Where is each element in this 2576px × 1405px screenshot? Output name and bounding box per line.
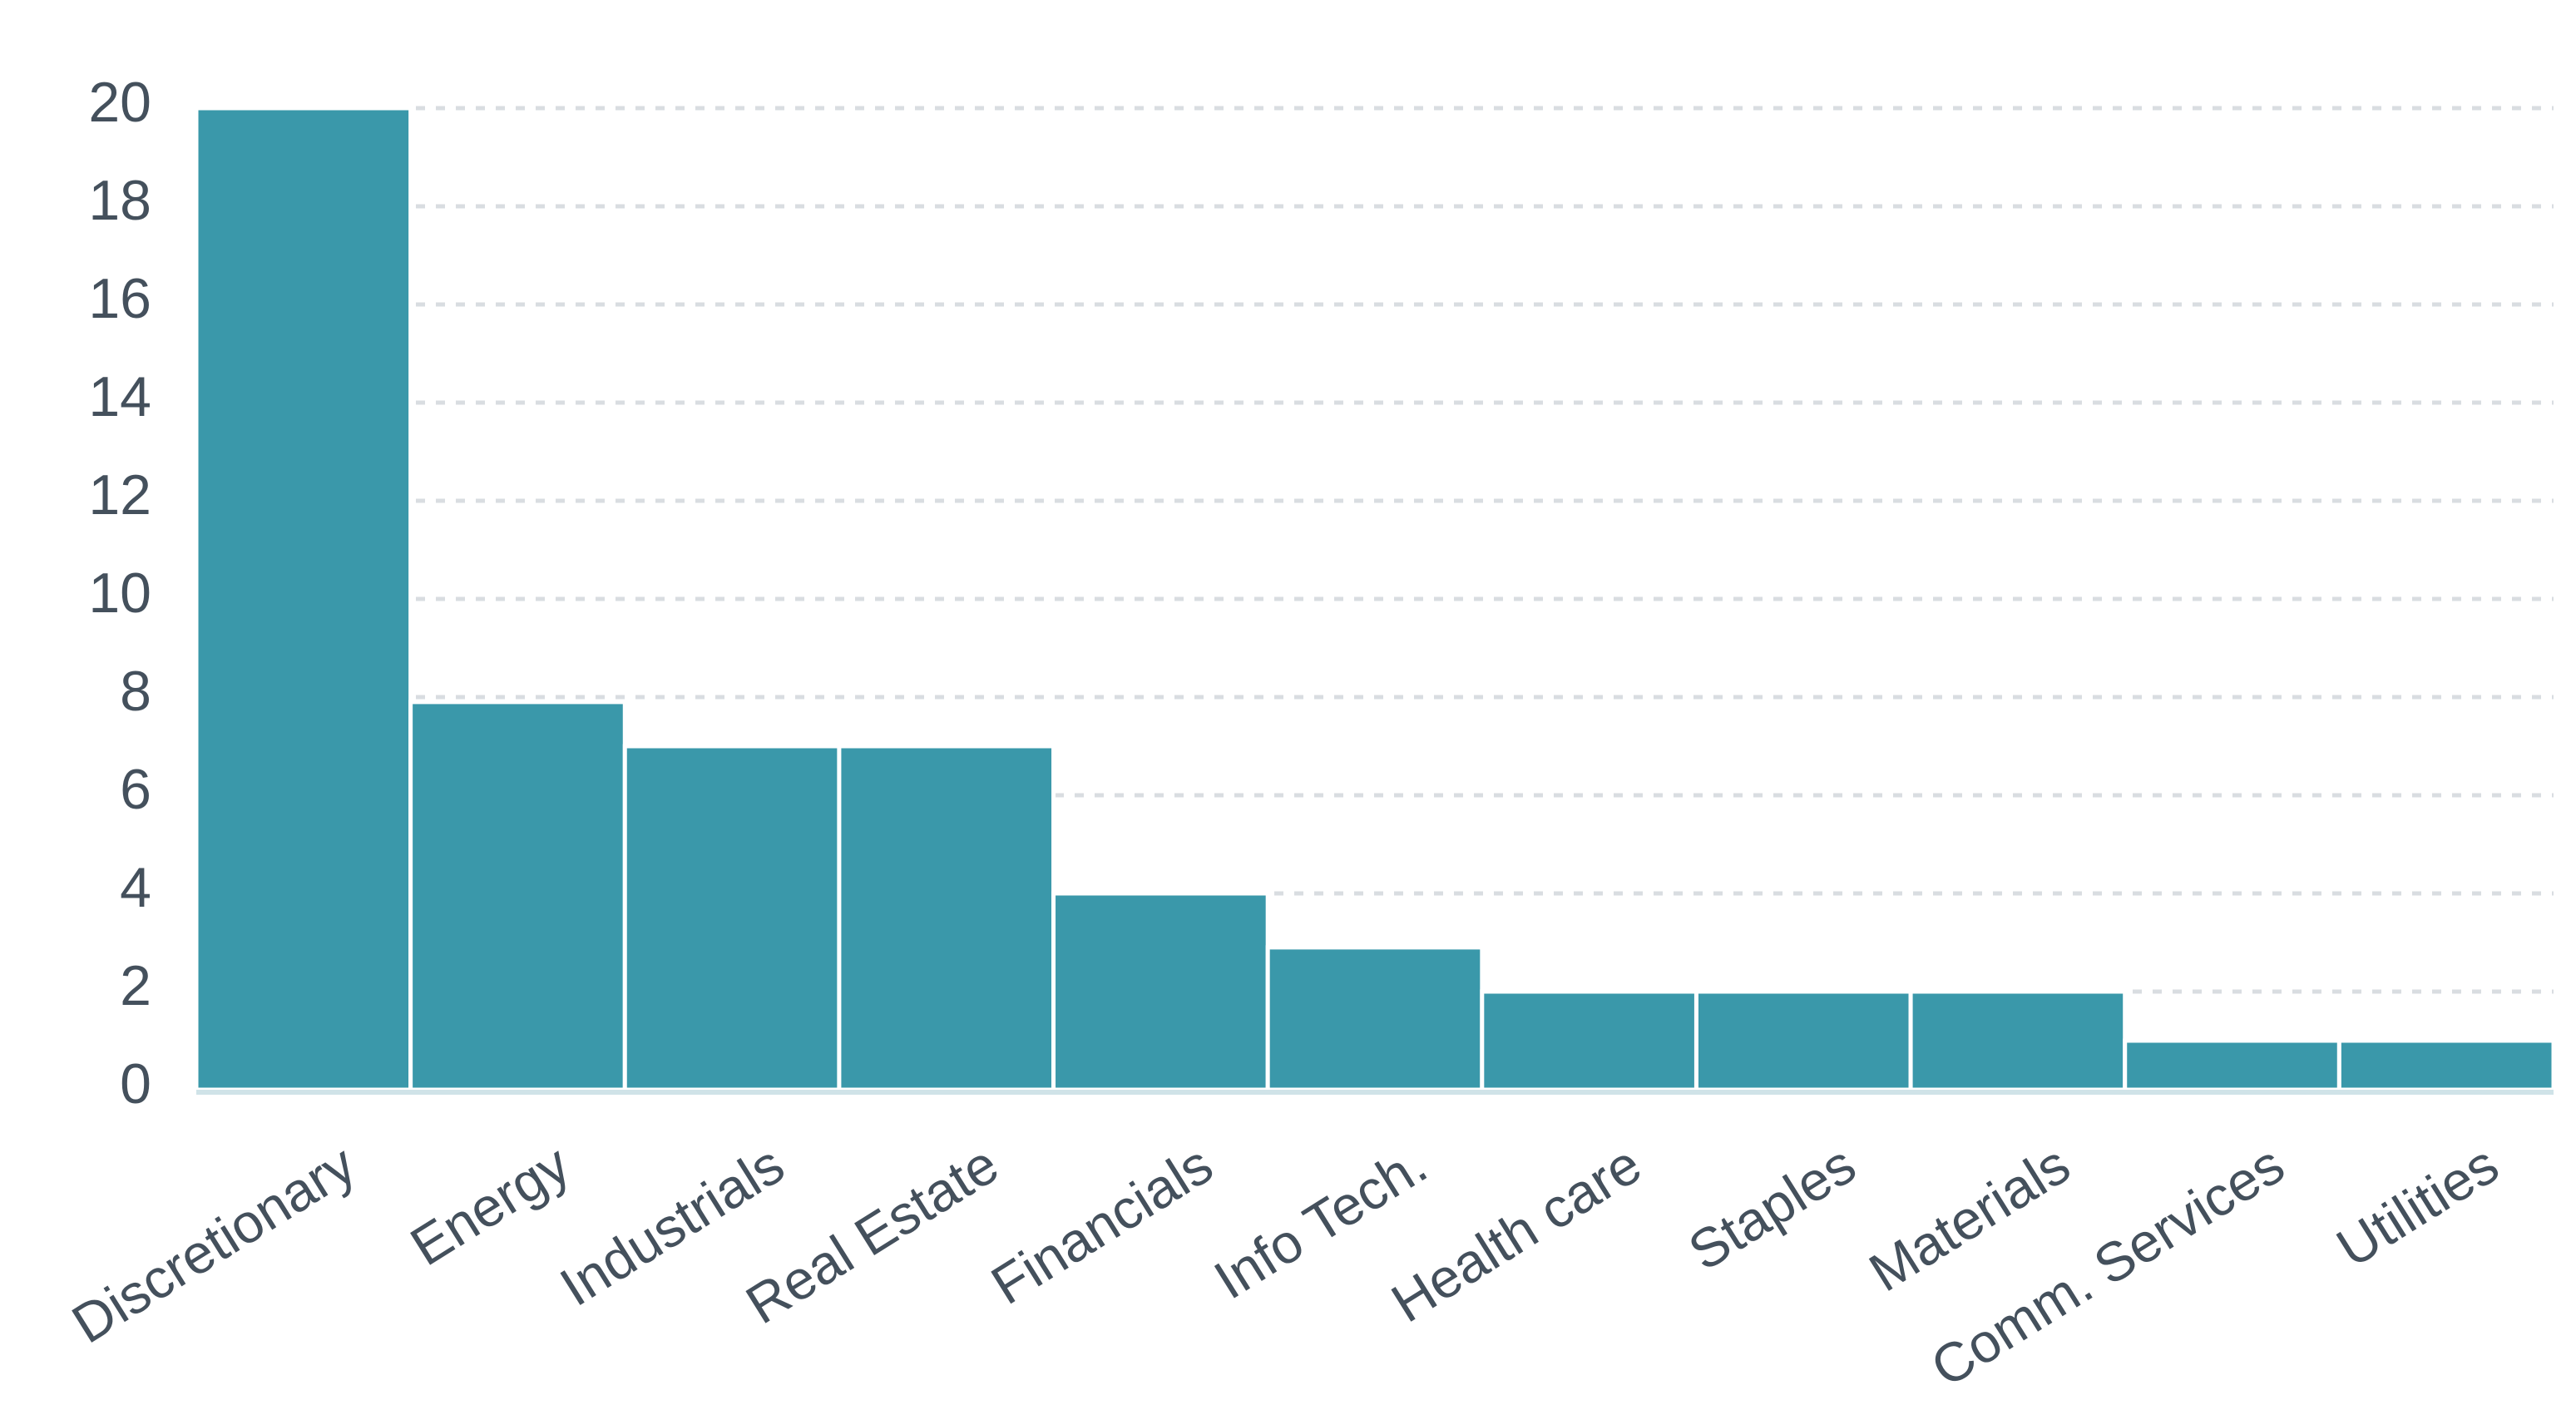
gridlines (196, 106, 2554, 994)
bar-materials (1908, 989, 2128, 1092)
bar-comm-services (2123, 1038, 2341, 1092)
bar-financials (1051, 891, 1270, 1092)
y-tick-label: 6 (120, 758, 151, 821)
y-tick-label: 12 (88, 463, 151, 527)
y-tick-label: 10 (88, 562, 151, 625)
x-category-label: Comm. Services (1921, 1133, 2295, 1398)
bar-real-estate (837, 744, 1056, 1092)
y-tick-label: 20 (88, 71, 151, 134)
bar-energy (408, 700, 627, 1092)
y-tick-label: 0 (120, 1052, 151, 1116)
y-tick-label: 2 (120, 954, 151, 1017)
bar-staples (1693, 989, 1913, 1092)
y-tick-label: 4 (120, 856, 151, 919)
bar-info-tech (1265, 945, 1485, 1092)
x-category-label: Energy (400, 1133, 581, 1278)
y-tick-label: 14 (88, 365, 151, 428)
bar-discretionary (194, 106, 413, 1092)
y-tick-label: 16 (88, 267, 151, 330)
bar-industrials (622, 744, 842, 1092)
bar-utilities (2336, 1038, 2556, 1092)
bar-health-care (1480, 989, 1698, 1092)
x-category-label: Utilities (2326, 1133, 2509, 1279)
x-category-label: Discretionary (62, 1133, 366, 1355)
y-axis-ticks: 0 2 4 6 8 10 12 14 16 18 20 (88, 71, 151, 1116)
x-category-label: Staples (1678, 1133, 1866, 1282)
y-tick-label: 18 (88, 169, 151, 232)
x-category-label: Financials (981, 1133, 1223, 1316)
y-tick-label: 8 (120, 660, 151, 723)
bars (194, 106, 2556, 1092)
